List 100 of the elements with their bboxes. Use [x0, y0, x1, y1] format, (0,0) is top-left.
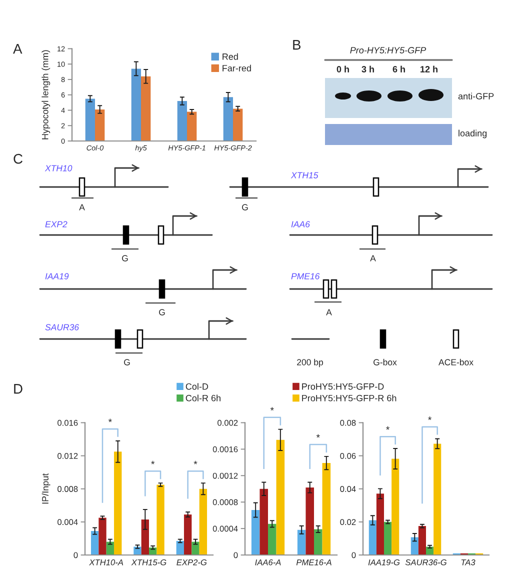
bar	[410, 537, 418, 555]
bar	[176, 540, 184, 555]
bar	[392, 458, 400, 555]
bar	[376, 494, 384, 555]
bar	[177, 101, 187, 141]
legend-label: Far-red	[222, 64, 251, 72]
text: 6 h	[392, 66, 405, 72]
bar	[314, 529, 322, 555]
bar	[223, 97, 233, 141]
text: A	[79, 204, 85, 210]
text: G	[242, 204, 248, 210]
y-tick-label: 0	[74, 552, 78, 558]
text: G-box	[374, 358, 397, 366]
text: ACE-box	[438, 358, 474, 366]
bar	[434, 444, 442, 555]
y-tick-label: 0.02	[340, 519, 356, 526]
text: *	[108, 418, 112, 422]
x-tick-label: XTH15-G	[131, 559, 166, 566]
bar	[260, 488, 268, 555]
legend-label: ProHY5:HY5-GFP-D	[302, 383, 384, 390]
bar	[141, 519, 149, 555]
text: XTH10	[44, 165, 72, 172]
text: G	[159, 309, 165, 316]
x-tick-label: IAA19-G	[368, 559, 400, 566]
text: G	[122, 255, 128, 262]
text: XTH15	[290, 172, 318, 178]
x-tick-label: EXP2-G	[176, 559, 207, 566]
y-tick-label: 0.0016	[212, 446, 238, 452]
bar	[192, 542, 200, 555]
bar	[114, 452, 122, 555]
bar	[141, 76, 151, 141]
bar	[276, 440, 285, 555]
y-tick-label: 0.0008	[212, 499, 238, 506]
bar	[368, 520, 376, 555]
annotation: *	[151, 460, 155, 464]
text: EXP2	[45, 221, 68, 228]
text: Pro-HY5:HY5-GFP	[350, 47, 426, 54]
annotation: *	[316, 434, 320, 438]
y-tick-label: 0.002	[218, 420, 238, 426]
text: *	[428, 416, 432, 420]
bar	[251, 510, 260, 555]
y-tick-label: 0.004	[58, 519, 78, 526]
y-tick-label: 0.0004	[212, 526, 238, 532]
y-tick-label: 0.008	[58, 486, 78, 492]
text: G	[124, 359, 130, 366]
legend-label: Col-R 6h	[186, 394, 220, 402]
legend-label: Col-D	[186, 383, 208, 390]
x-tick-label: XTH10-A	[89, 559, 124, 566]
bar	[90, 531, 99, 555]
text: C	[14, 154, 22, 164]
text: SAUR36	[45, 324, 80, 330]
text: 0 h	[336, 66, 349, 72]
text: 200 bp	[297, 358, 324, 368]
text: B	[293, 40, 301, 50]
x-tick-label: PME16-A	[296, 559, 332, 566]
y-tick-label: 0.016	[58, 420, 78, 426]
y-tick-label: 0	[352, 552, 356, 558]
bar	[98, 518, 106, 555]
bar	[156, 484, 164, 555]
bar	[418, 526, 426, 555]
legend-label: Red	[222, 53, 238, 60]
bar	[268, 524, 276, 555]
bar	[106, 542, 114, 555]
chart-title: A	[13, 44, 22, 54]
y-tick-label: 0.06	[340, 452, 356, 459]
y-tick-label: 0.04	[340, 486, 356, 492]
text: A	[326, 309, 332, 316]
y-tick-label: 0.08	[340, 420, 356, 426]
bar	[187, 112, 197, 141]
bar	[199, 488, 208, 555]
bar	[306, 488, 314, 555]
x-tick-label: TA3	[461, 559, 476, 566]
text: PME16	[291, 273, 320, 280]
text: IAA19	[45, 273, 69, 280]
bar	[384, 522, 392, 555]
text: 3 h	[362, 66, 374, 72]
text: *	[270, 407, 274, 411]
y-tick-label: 0	[234, 552, 238, 558]
bar	[426, 546, 434, 555]
annotation: *	[386, 426, 390, 430]
x-tick-label: IAA6-A	[255, 559, 281, 566]
text: A	[370, 255, 376, 262]
bar	[134, 546, 142, 555]
text: 12 h	[420, 66, 438, 72]
y-tick-label: 0.012	[58, 452, 78, 459]
bar	[297, 530, 306, 555]
y-axis-title: Hypocotyl length (mm)	[42, 50, 50, 140]
x-tick-label: SAUR36-G	[405, 559, 446, 566]
chart-title: D	[14, 384, 22, 394]
bar	[184, 514, 192, 555]
bar	[233, 108, 243, 141]
y-tick-label: 0.0012	[212, 472, 238, 479]
annotation: *	[194, 460, 198, 464]
y-axis-title: IP/Input	[42, 473, 50, 504]
bar	[322, 463, 331, 555]
legend-label: ProHY5:HY5-GFP-R 6h	[302, 394, 396, 402]
bar	[131, 68, 141, 141]
text: IAA6	[291, 221, 310, 228]
text: loading	[458, 130, 487, 138]
text: anti-GFP	[458, 92, 494, 100]
